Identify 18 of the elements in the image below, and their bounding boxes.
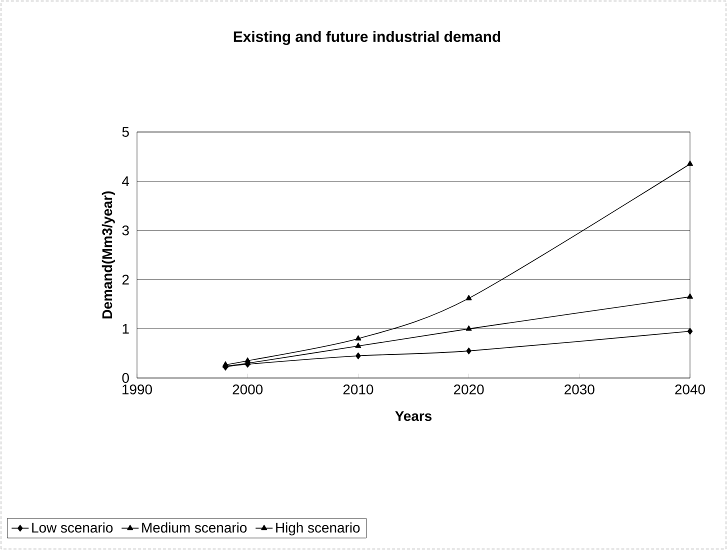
y-axis-title: Demand(Mm3/year) [102, 191, 115, 318]
legend-label: Low scenario [32, 522, 113, 533]
y-tick-label: 2 [122, 274, 129, 284]
chart-title: Existing and future industrial demand [234, 30, 500, 45]
y-tick-label: 4 [122, 176, 130, 186]
y-tick-label: 1 [122, 324, 129, 334]
x-tick-label: 2040 [675, 384, 705, 394]
legend-label: High scenario [276, 522, 360, 536]
x-axis-title: Years [395, 411, 432, 421]
x-tick-label: 2030 [564, 384, 594, 394]
x-tick-label: 2000 [232, 384, 263, 394]
x-tick-label: 1990 [122, 384, 152, 394]
y-tick-label: 5 [122, 127, 129, 137]
legend-label: Medium scenario [142, 522, 247, 533]
x-tick-label: 2020 [454, 384, 484, 394]
y-tick-label: 3 [122, 225, 129, 236]
y-tick-label: 0 [122, 373, 129, 383]
x-tick-label: 2010 [343, 384, 374, 394]
